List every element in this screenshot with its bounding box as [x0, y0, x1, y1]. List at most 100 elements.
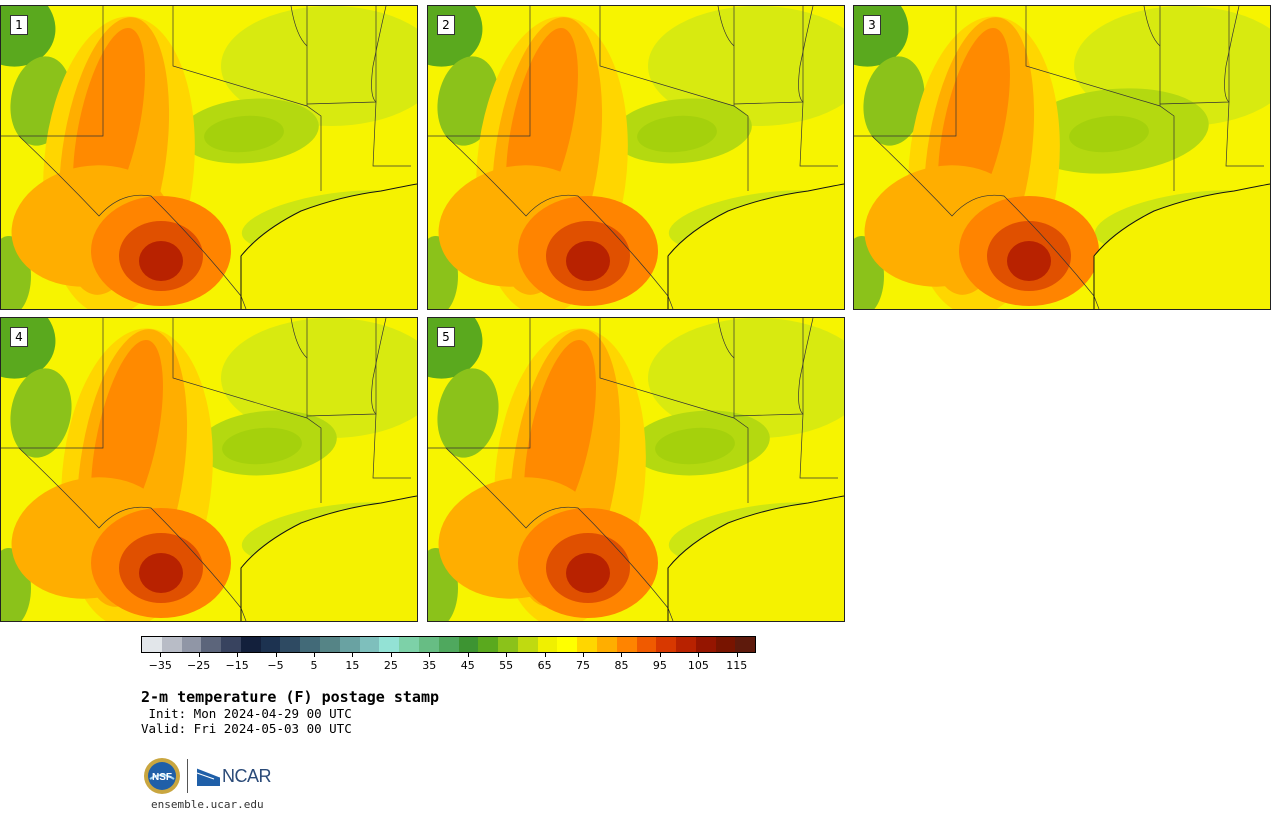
- gulf-coastline: [240, 183, 417, 309]
- cool-pool-core: [1069, 115, 1149, 153]
- colorbar-tick-label: −35: [148, 659, 172, 672]
- plot-title: 2-m temperature (F) postage stamp: [141, 688, 440, 706]
- colorbar-tick-label: 75: [576, 659, 591, 672]
- colorbar-tick-label: 15: [345, 659, 360, 672]
- colorbar-tick-mark: [429, 653, 431, 657]
- site-url: ensemble.ucar.edu: [151, 798, 264, 811]
- colorbar-swatch: [161, 637, 182, 652]
- colorbar-tick-mark: [160, 653, 162, 657]
- colorbar-tick-mark: [506, 653, 508, 657]
- temperature-map: [428, 6, 844, 309]
- colorbar-tick-label: 45: [460, 659, 475, 672]
- colorbar-swatch: [715, 637, 736, 652]
- state-border: [1, 6, 104, 137]
- gulf-of-mexico: [1094, 184, 1270, 309]
- state-border: [18, 135, 247, 309]
- state-border: [1225, 101, 1264, 167]
- colorbar-swatch: [656, 637, 677, 652]
- temperature-colorbar: [141, 636, 756, 653]
- state-border: [372, 413, 411, 479]
- colorbar-swatch: [300, 637, 321, 652]
- gulf-coastline: [240, 495, 417, 621]
- cool-area-northeast: [648, 6, 844, 126]
- colorbar-tick-label: 85: [614, 659, 629, 672]
- state-border: [371, 6, 387, 103]
- south-texas-hottest: [1007, 241, 1051, 281]
- state-border: [798, 318, 814, 415]
- colorbar-tick-mark: [621, 653, 623, 657]
- gulf-of-mexico: [668, 184, 844, 309]
- colorbar-swatch: [636, 637, 657, 652]
- colorado-high-terrain: [437, 368, 499, 458]
- gulf-of-mexico: [241, 496, 417, 621]
- colorbar-swatch: [399, 637, 419, 652]
- gulf-coastline: [1093, 183, 1270, 309]
- ensemble-member-panel: 5: [427, 317, 845, 622]
- south-texas-hottest: [139, 553, 183, 593]
- state-border: [717, 6, 735, 47]
- ensemble-member-panel: 1: [0, 5, 418, 310]
- colorado-high-terrain: [10, 368, 72, 458]
- colorbar-tick-label: 5: [310, 659, 318, 672]
- colorbar-swatch: [676, 637, 696, 652]
- cool-pool-core: [637, 115, 717, 153]
- colorbar-swatch: [280, 637, 301, 652]
- colorbar-swatch: [577, 637, 597, 652]
- colorbar-tick-mark: [467, 653, 469, 657]
- colorbar-swatch: [616, 637, 637, 652]
- colorbar-tick-mark: [736, 653, 738, 657]
- colorbar-swatch: [478, 637, 499, 652]
- cool-pool-core: [222, 427, 302, 465]
- colorbar-tick-label: 25: [383, 659, 398, 672]
- state-border: [717, 318, 735, 359]
- state-border: [428, 318, 531, 449]
- colorbar-swatch: [181, 637, 202, 652]
- colorado-high-terrain: [863, 56, 925, 146]
- colorbar-swatch: [418, 637, 439, 652]
- cool-pool-core: [204, 115, 284, 153]
- colorbar-tick-mark: [313, 653, 315, 657]
- gulf-coastline: [667, 183, 844, 309]
- colorbar-ticks: −35 −25 −15 −5 5 15 25 35 45 55 65 75 85 95 105 115: [141, 653, 756, 673]
- colorbar-tick-label: −5: [267, 659, 284, 672]
- state-border: [371, 318, 387, 415]
- member-number-label: 4: [10, 327, 28, 347]
- member-number-label: 5: [437, 327, 455, 347]
- colorbar-swatch: [596, 637, 617, 652]
- nsf-logo-text: NSF: [152, 772, 172, 783]
- gulf-of-mexico: [668, 496, 844, 621]
- state-border: [372, 101, 411, 167]
- colorbar-swatch: [557, 637, 578, 652]
- temperature-map: [1, 318, 417, 621]
- colorbar-tick-mark: [352, 653, 354, 657]
- colorbar-tick-mark: [544, 653, 546, 657]
- colorbar-swatch: [735, 637, 756, 652]
- state-border: [428, 6, 531, 137]
- colorbar-tick-mark: [583, 653, 585, 657]
- colorbar-tick-label: 95: [652, 659, 667, 672]
- state-border: [798, 6, 814, 103]
- south-texas-hottest: [566, 241, 610, 281]
- south-texas-hottest: [566, 553, 610, 593]
- colorbar-swatch: [201, 637, 222, 652]
- colorbar-tick-label: 65: [537, 659, 552, 672]
- colorbar-swatch: [221, 637, 241, 652]
- colorbar-tick-label: 105: [687, 659, 709, 672]
- colorbar-swatch: [695, 637, 716, 652]
- colorbar-swatch: [339, 637, 360, 652]
- colorbar-swatch: [320, 637, 340, 652]
- cool-area-northeast: [648, 318, 844, 438]
- state-border: [290, 6, 308, 47]
- ncar-logo-text: NCAR: [222, 765, 272, 786]
- ncar-logo-icon: [196, 767, 221, 786]
- state-border: [290, 318, 308, 359]
- colorbar-tick-mark: [198, 653, 200, 657]
- temperature-map: [854, 6, 1270, 309]
- colorbar-swatch: [240, 637, 261, 652]
- state-border: [799, 413, 838, 479]
- gulf-of-mexico: [241, 184, 417, 309]
- state-border: [18, 447, 247, 621]
- colorbar-tick-label: 35: [422, 659, 437, 672]
- colorbar-swatch: [142, 637, 162, 652]
- ensemble-member-panel: 2: [427, 5, 845, 310]
